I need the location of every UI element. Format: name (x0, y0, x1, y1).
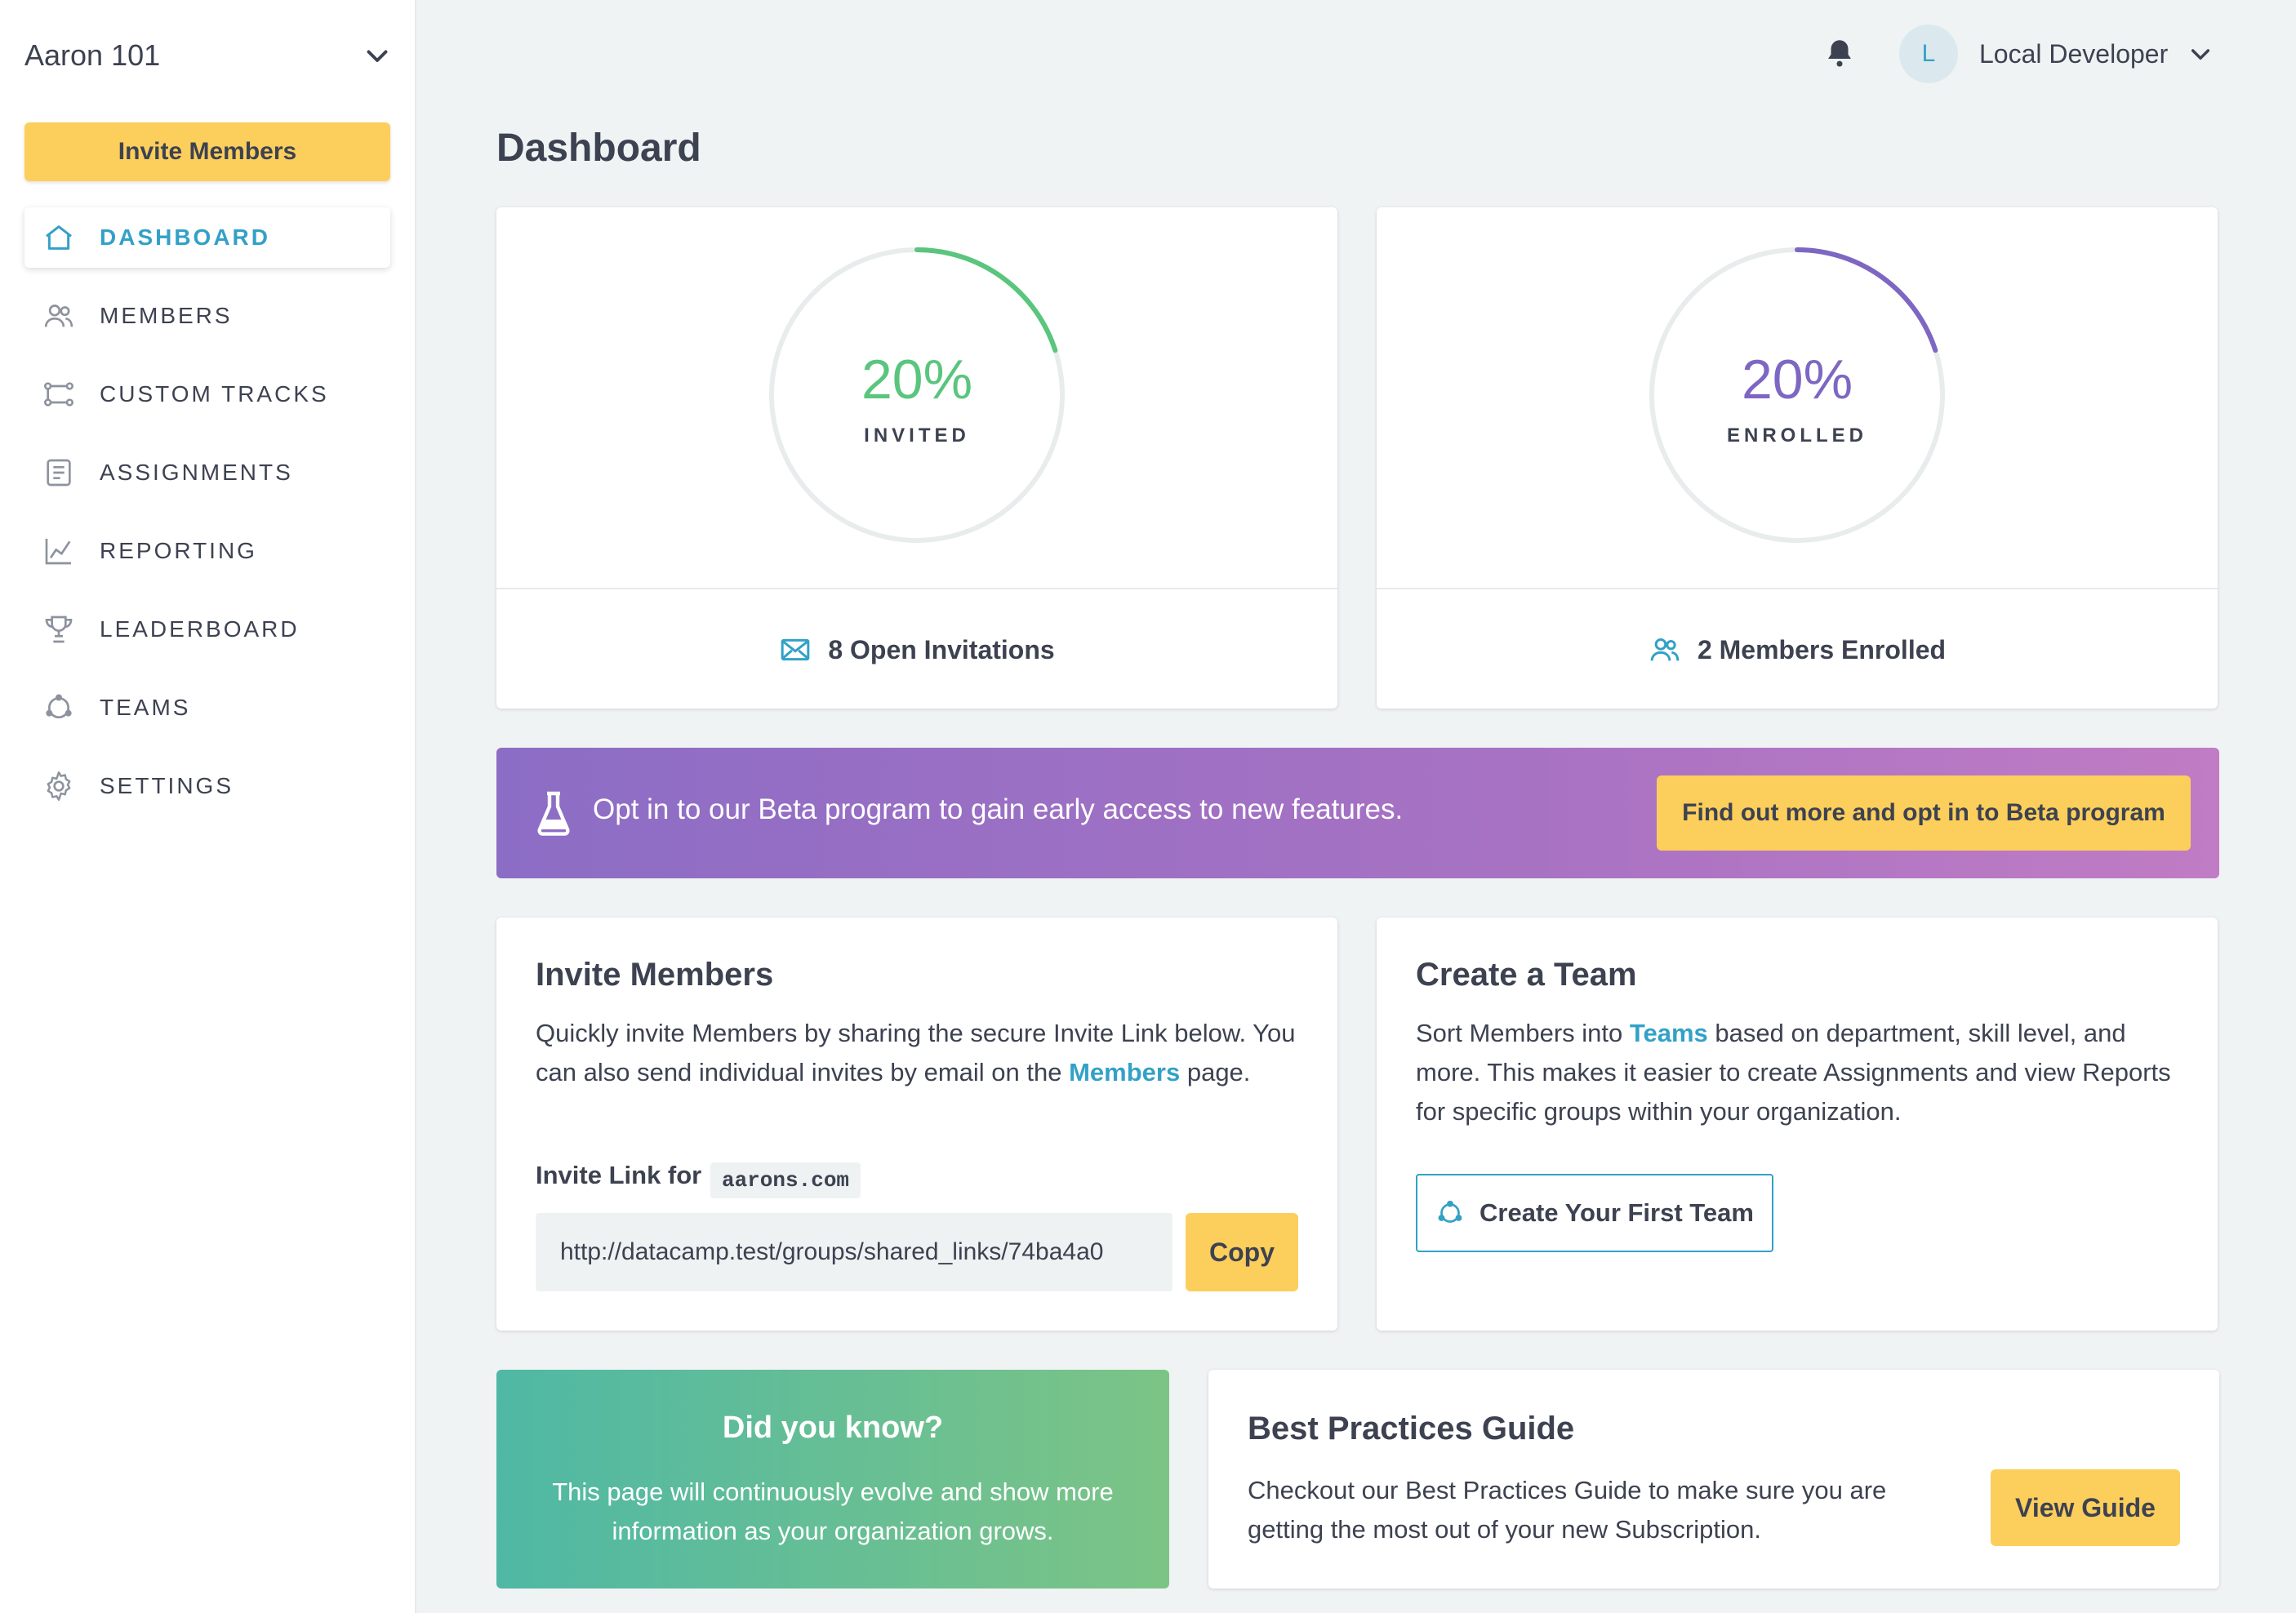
sidebar-item-label: MEMBERS (100, 303, 233, 328)
copy-button[interactable]: Copy (1186, 1213, 1298, 1291)
invited-label: INVITED (864, 424, 970, 447)
stat-top: 20% INVITED (496, 207, 1337, 589)
guide-title: Best Practices Guide (1248, 1411, 1575, 1446)
sidebar-item-settings[interactable]: SETTINGS (24, 756, 390, 816)
chevron-down-icon (367, 50, 388, 62)
tip-title: Did you know? (722, 1411, 944, 1445)
invited-percent: 20% (861, 349, 973, 411)
user-name: Local Developer (1979, 38, 2169, 69)
invite-body-text-end: page. (1180, 1058, 1251, 1086)
sidebar-item-custom-tracks[interactable]: CUSTOM TRACKS (24, 364, 390, 424)
team-card-title: Create a Team (1416, 957, 1637, 993)
sidebar-item-label: CUSTOM TRACKS (100, 381, 329, 407)
sidebar-item-label: ASSIGNMENTS (100, 460, 293, 485)
invite-link-label: Invite Link for (536, 1161, 702, 1189)
invite-members-button[interactable]: Invite Members (24, 122, 390, 181)
did-you-know-card: Did you know? This page will continuousl… (496, 1370, 1169, 1589)
sidebar-item-label: TEAMS (100, 695, 191, 720)
reporting-icon (42, 535, 75, 567)
members-icon (1649, 633, 1681, 666)
sidebar-item-leaderboard[interactable]: LEADERBOARD (24, 599, 390, 660)
sidebar-item-members[interactable]: MEMBERS (24, 286, 390, 346)
sidebar-item-reporting[interactable]: REPORTING (24, 521, 390, 581)
gear-icon (42, 770, 75, 802)
invite-members-card: Invite Members Quickly invite Members by… (496, 918, 1337, 1331)
invite-body-text: Quickly invite Members by sharing the se… (536, 1019, 1296, 1086)
sidebar-item-assignments[interactable]: ASSIGNMENTS (24, 442, 390, 503)
invite-card-title: Invite Members (536, 957, 774, 993)
sidebar: Aaron 101 Invite Members DASHBOARD MEMBE… (0, 0, 416, 1613)
page-title: Dashboard (496, 127, 701, 170)
guide-body: Checkout our Best Practices Guide to mak… (1248, 1476, 1887, 1544)
flask-icon (537, 791, 570, 836)
org-name: Aaron 101 (24, 38, 161, 72)
create-team-label: Create Your First Team (1479, 1198, 1754, 1227)
team-body-text-end: based on department, skill level, and mo… (1416, 1019, 2171, 1126)
envelope-icon (779, 633, 812, 666)
sidebar-item-label: REPORTING (100, 538, 257, 563)
org-switcher[interactable]: Aaron 101 (24, 33, 392, 78)
trophy-icon (42, 613, 75, 646)
avatar: L (1899, 24, 1958, 83)
team-card-body: Sort Members into Teams based on departm… (1416, 1014, 2183, 1131)
bell-icon[interactable] (1822, 36, 1857, 70)
enrolled-stat-card: 20% ENROLLED 2 Members Enrolled (1377, 207, 2218, 709)
teams-icon (1435, 1198, 1465, 1228)
members-link[interactable]: Members (1069, 1058, 1181, 1086)
enrolled-progress-ring (1649, 247, 1945, 543)
view-guide-button[interactable]: View Guide (1991, 1469, 2180, 1546)
custom-tracks-icon (42, 378, 75, 411)
best-practices-card: Best Practices Guide Checkout our Best P… (1208, 1370, 2219, 1589)
tip-body: This page will continuously evolve and s… (552, 1477, 1114, 1545)
assignments-icon (42, 456, 75, 489)
invited-progress-ring (769, 247, 1065, 543)
beta-opt-in-button[interactable]: Find out more and opt in to Beta program (1657, 775, 2191, 851)
open-invitations-link[interactable]: 8 Open Invitations (496, 591, 1337, 709)
sidebar-item-teams[interactable]: TEAMS (24, 678, 390, 738)
create-first-team-button[interactable]: Create Your First Team (1416, 1174, 1773, 1252)
chevron-down-icon (2191, 49, 2210, 60)
members-enrolled-text: 2 Members Enrolled (1697, 634, 1947, 664)
beta-text: Opt in to our Beta program to gain early… (593, 793, 1404, 825)
sidebar-item-label: SETTINGS (100, 773, 234, 798)
stat-top: 20% ENROLLED (1377, 207, 2218, 589)
home-icon (42, 221, 75, 254)
enrolled-label: ENROLLED (1727, 424, 1867, 447)
invite-link-field[interactable] (536, 1213, 1172, 1291)
invited-stat-card: 20% INVITED 8 Open Invitations (496, 207, 1337, 709)
create-team-card: Create a Team Sort Members into Teams ba… (1377, 918, 2218, 1331)
beta-banner: Opt in to our Beta program to gain early… (496, 748, 2219, 878)
sidebar-item-label: DASHBOARD (100, 224, 270, 250)
members-icon (42, 300, 75, 332)
team-body-text: Sort Members into (1416, 1019, 1630, 1047)
sidebar-item-dashboard[interactable]: DASHBOARD (24, 207, 390, 268)
domain-chip: aarons.com (710, 1162, 861, 1198)
sidebar-nav: DASHBOARD MEMBERS CUSTOM TRACKS ASSIGNME… (24, 207, 390, 834)
enrolled-percent: 20% (1741, 349, 1853, 411)
sidebar-item-label: LEADERBOARD (100, 616, 300, 642)
invite-card-body: Quickly invite Members by sharing the se… (536, 1014, 1303, 1092)
teams-link[interactable]: Teams (1629, 1019, 1708, 1047)
open-invitations-text: 8 Open Invitations (828, 634, 1055, 664)
teams-icon (42, 691, 75, 724)
user-menu[interactable]: L Local Developer (1899, 24, 2218, 83)
members-enrolled-link[interactable]: 2 Members Enrolled (1377, 591, 2218, 709)
